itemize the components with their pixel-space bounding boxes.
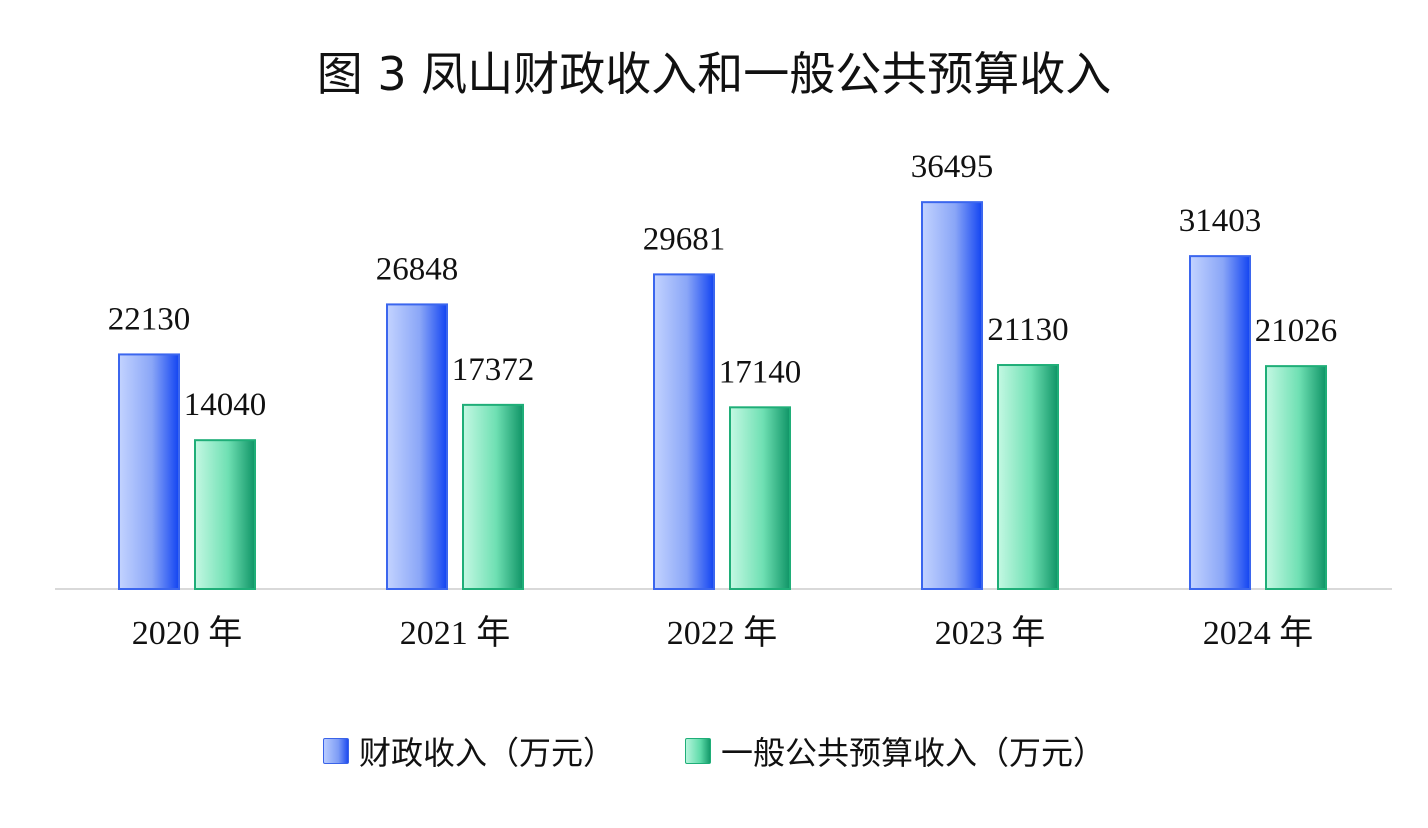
x-tick-label: 2023 年	[935, 614, 1046, 652]
data-label: 21130	[987, 312, 1068, 348]
data-label: 14040	[184, 387, 267, 423]
bar-fiscal-0	[118, 353, 180, 590]
bar-fiscal-1	[386, 303, 448, 590]
bar-budget-3	[997, 364, 1059, 590]
bar-budget-2	[729, 406, 791, 591]
data-label: 17372	[452, 352, 535, 388]
chart-title: 图 3 凤山财政收入和一般公共预算收入	[316, 47, 1112, 101]
data-label: 21026	[1255, 313, 1338, 349]
x-tick-label: 2024 年	[1203, 614, 1314, 652]
data-label: 36495	[911, 149, 994, 185]
legend: 财政收入（万元） 一般公共预算收入（万元）	[0, 728, 1428, 774]
bar-budget-4	[1265, 365, 1327, 590]
legend-swatch-green	[685, 738, 711, 764]
x-tick-label: 2021 年	[400, 614, 511, 652]
data-label: 26848	[376, 251, 459, 287]
x-tick-label: 2020 年	[132, 614, 243, 652]
data-label: 31403	[1179, 203, 1262, 239]
bar-budget-0	[194, 439, 256, 590]
data-label: 29681	[643, 221, 726, 257]
data-label: 17140	[719, 354, 802, 390]
legend-item-fiscal-revenue: 财政收入（万元）	[322, 728, 615, 774]
legend-swatch-blue	[322, 738, 349, 764]
data-label: 22130	[108, 301, 191, 337]
bar-fiscal-4	[1189, 255, 1251, 590]
legend-item-general-budget-revenue: 一般公共预算收入（万元）	[685, 728, 1105, 774]
bar-fiscal-3	[921, 201, 983, 590]
legend-label: 一般公共预算收入（万元）	[721, 734, 1106, 772]
legend-label: 财政收入（万元）	[358, 734, 615, 772]
x-tick-label: 2022 年	[667, 614, 778, 652]
bar-budget-1	[462, 403, 524, 591]
bar-fiscal-2	[653, 273, 715, 590]
